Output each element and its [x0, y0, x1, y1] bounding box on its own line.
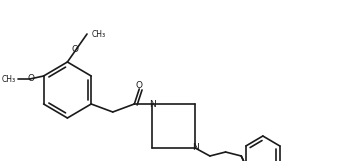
Text: O: O	[72, 44, 79, 53]
Text: O: O	[27, 74, 34, 82]
Text: CH₃: CH₃	[2, 75, 16, 84]
Text: N: N	[192, 143, 199, 152]
Text: CH₃: CH₃	[92, 29, 106, 38]
Text: O: O	[136, 80, 143, 90]
Text: N: N	[149, 99, 155, 109]
